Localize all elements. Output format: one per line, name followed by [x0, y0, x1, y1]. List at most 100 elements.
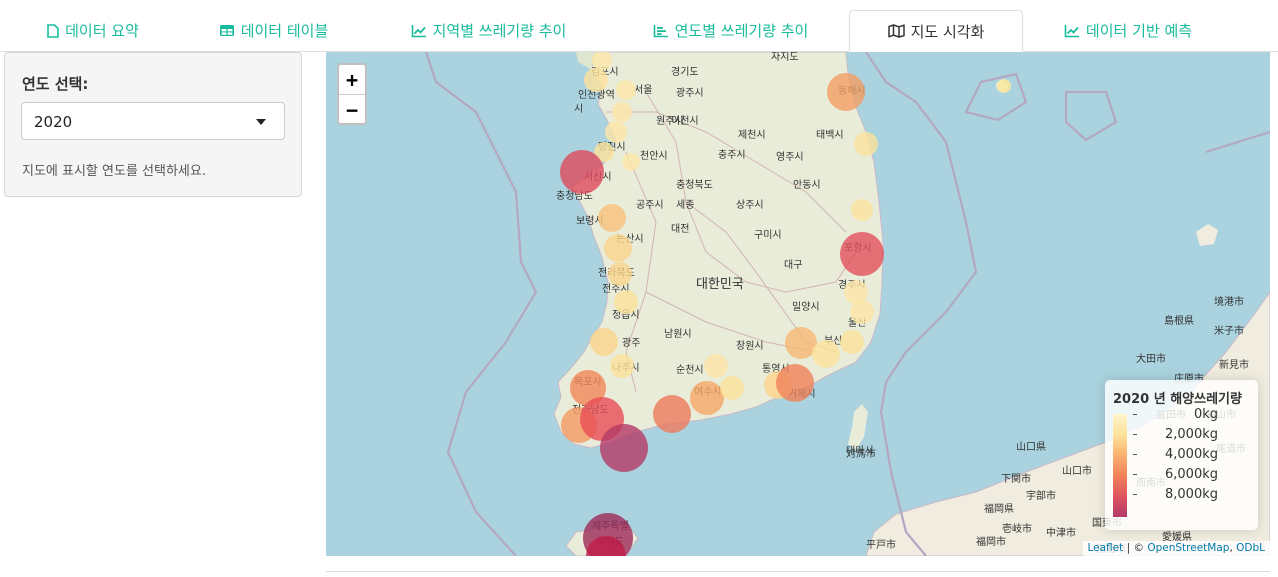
- tab-map-visualization[interactable]: 지도 시각화: [849, 10, 1023, 52]
- map-place-label: 공주시: [636, 199, 664, 211]
- map-place-label: 안동시: [793, 179, 821, 191]
- attribution-separator: | ©: [1123, 542, 1148, 554]
- waste-circle-marker[interactable]: [592, 52, 612, 70]
- map-place-label: 대전: [671, 223, 689, 235]
- land-oki: [1196, 224, 1218, 246]
- waste-circle-marker[interactable]: [997, 79, 1011, 93]
- tab-label: 데이터 기반 예측: [1085, 22, 1193, 40]
- waste-circle-marker[interactable]: [610, 354, 634, 378]
- waste-circle-marker[interactable]: [850, 300, 874, 324]
- waste-circle-marker[interactable]: [785, 327, 817, 359]
- map-place-label: 경기도: [671, 65, 699, 78]
- tab-yearly-trend[interactable]: 연도별 쓰레기량 추이: [628, 10, 833, 51]
- waste-circle-marker[interactable]: [827, 73, 865, 111]
- map-place-label: 福岡県: [984, 502, 1014, 515]
- map-place-label: 서울: [634, 84, 652, 96]
- waste-circle-marker[interactable]: [653, 395, 691, 433]
- map-place-label: 下関市: [1001, 472, 1031, 485]
- map-place-label: 新見市: [1219, 358, 1249, 371]
- waste-circle-marker[interactable]: [586, 536, 626, 556]
- map-place-label: 원주시: [656, 115, 684, 127]
- waste-circle-marker[interactable]: [570, 370, 606, 406]
- tab-data-summary[interactable]: 데이터 요약: [18, 10, 168, 51]
- map-place-label: 米子市: [1214, 324, 1244, 337]
- waste-circle-marker[interactable]: [590, 328, 618, 356]
- waste-circle-marker[interactable]: [598, 204, 626, 232]
- map-place-label: 순천시: [676, 364, 704, 376]
- odbl-link[interactable]: ODbL: [1236, 542, 1265, 554]
- waste-circle-marker[interactable]: [605, 121, 627, 143]
- map-place-label: 광주: [622, 337, 640, 349]
- waste-circle-marker[interactable]: [840, 330, 864, 354]
- year-select[interactable]: 2020: [21, 102, 285, 140]
- map-place-label: 충주시: [718, 149, 746, 161]
- tab-label: 지역별 쓰레기량 추이: [432, 22, 567, 40]
- line-chart-icon: [1064, 24, 1079, 37]
- map-place-label: 영주시: [776, 151, 804, 163]
- waste-circle-marker[interactable]: [584, 68, 608, 92]
- year-select-label: 연도 선택:: [22, 75, 89, 93]
- zoom-in-button[interactable]: +: [345, 67, 359, 92]
- waste-circle-marker[interactable]: [851, 199, 873, 221]
- map-place-label: 세종: [676, 199, 694, 211]
- waste-circle-marker[interactable]: [690, 381, 724, 415]
- map-place-label: 対馬市: [846, 447, 876, 460]
- waste-circle-marker[interactable]: [854, 132, 878, 156]
- waste-circle-marker[interactable]: [604, 234, 632, 262]
- tab-data-table[interactable]: 데이터 테이블: [196, 10, 351, 51]
- file-icon: [47, 23, 59, 38]
- waste-circle-marker[interactable]: [776, 364, 814, 402]
- waste-circle-marker[interactable]: [840, 232, 884, 276]
- map-place-label: 境港市: [1214, 295, 1244, 308]
- osm-link[interactable]: OpenStreetMap: [1147, 542, 1230, 554]
- leaflet-link[interactable]: Leaflet: [1087, 542, 1124, 554]
- map-place-label: 정읍시: [612, 309, 640, 321]
- sidebar-panel: 연도 선택: 2020 지도에 표시할 연도를 선택하세요.: [4, 52, 302, 197]
- bar-chart-icon: [653, 24, 668, 37]
- waste-circle-marker[interactable]: [600, 424, 648, 472]
- waste-circle-marker[interactable]: [704, 354, 728, 378]
- waste-circle-marker[interactable]: [560, 150, 604, 194]
- tab-label: 지도 시각화: [910, 22, 985, 41]
- table-icon: [219, 25, 234, 36]
- waste-circle-marker[interactable]: [616, 80, 636, 100]
- caret-down-icon: [256, 119, 266, 125]
- year-select-help: 지도에 표시할 연도를 선택하세요.: [22, 164, 206, 179]
- maritime-boundary: [424, 52, 1270, 556]
- map-place-label: 平戸市: [866, 538, 896, 551]
- map-attribution: Leaflet | © OpenStreetMap, ODbL: [1082, 541, 1270, 556]
- legend-color-ramp: [1113, 414, 1127, 517]
- waste-circle-marker[interactable]: [844, 280, 868, 304]
- map-place-label: 愛媛県: [1162, 530, 1192, 543]
- tab-regional-trend[interactable]: 지역별 쓰레기량 추이: [386, 10, 591, 51]
- map-place-label: 中津市: [1046, 526, 1076, 539]
- map-place-label: 창원시: [736, 340, 764, 352]
- zoom-out-button[interactable]: −: [339, 94, 365, 124]
- map-place-label: 밀양시: [792, 301, 820, 313]
- map-place-label: 천안시: [640, 150, 668, 162]
- map-place-label: 宇部市: [1026, 489, 1056, 502]
- land-tsushima: [848, 404, 868, 450]
- waste-circle-marker[interactable]: [612, 102, 632, 122]
- tab-prediction[interactable]: 데이터 기반 예측: [1043, 10, 1213, 51]
- map-place-label: 대구: [784, 259, 802, 271]
- waste-circle-marker[interactable]: [812, 340, 840, 368]
- waste-circle-marker[interactable]: [594, 142, 614, 162]
- waste-circle-marker[interactable]: [614, 290, 638, 314]
- zoom-control: + −: [337, 63, 367, 125]
- map-place-label: 福岡市: [976, 535, 1006, 548]
- map-place-label: 상주시: [736, 199, 764, 211]
- legend-title: 2020 년 해양쓰레기량: [1113, 392, 1242, 407]
- map-place-label: 山口県: [1016, 441, 1046, 453]
- leaflet-map[interactable]: 자지도김포시경기도동해시인천광역시서울광주시원주시이천시태백시당진시제천시서산시…: [326, 52, 1270, 556]
- tab-label: 데이터 테이블: [240, 22, 329, 40]
- waste-circle-marker[interactable]: [622, 153, 640, 171]
- waste-circle-marker[interactable]: [720, 376, 744, 400]
- map-place-label: 대한민국: [696, 277, 744, 292]
- map-place-label: 대마시: [846, 445, 874, 457]
- waste-circle-marker[interactable]: [608, 262, 632, 286]
- map-place-label: 보령시: [576, 215, 604, 227]
- land-north: [576, 52, 594, 70]
- map-place-label: 시: [574, 103, 583, 115]
- map-place-label: 자지도: [771, 52, 799, 63]
